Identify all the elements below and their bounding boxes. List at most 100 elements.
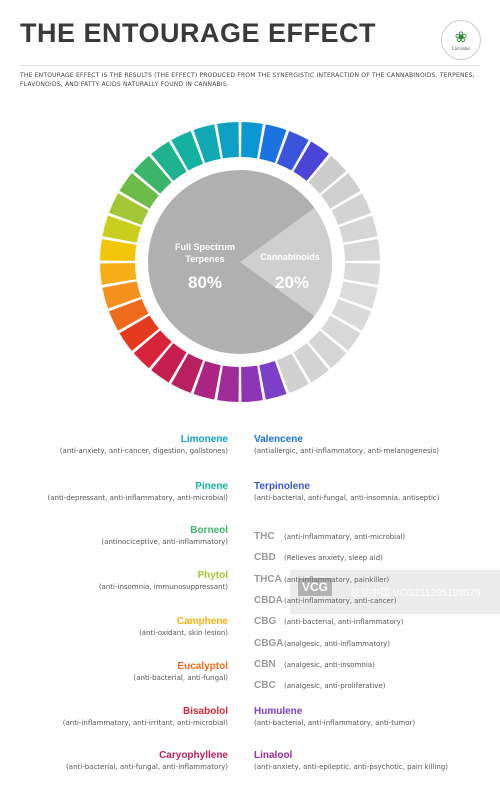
terpene-name: Pinene	[195, 481, 228, 492]
ring-segment	[308, 330, 347, 369]
ring-segment	[119, 315, 159, 351]
terpene-effects: (anti-bacterial, anti-fungal, anti-insom…	[254, 494, 440, 502]
ring-segment	[259, 361, 287, 400]
terpene-item: Caryophyllene (anti-bacterial, anti-funga…	[66, 750, 228, 771]
cannabinoid-effects: (analgesic, anti-proliferative)	[284, 682, 386, 691]
terpene-name: Camphene	[176, 616, 228, 627]
cannabinoid-item: CBD (Relieves anxiety, sleep aid)	[254, 545, 383, 564]
logo-label: Cannabis	[451, 45, 471, 51]
cannabinoids-label: Cannabinoids	[260, 252, 320, 262]
cannabinoid-item: CBGA(analgesic, anti-inflammatory)	[254, 631, 390, 650]
terpenes-value: 80%	[188, 273, 222, 292]
terpene-effects: (anti-insomnia, immunosuppressant)	[98, 583, 228, 591]
cannabinoid-abbr: CBDA	[254, 594, 283, 606]
ring-segment	[308, 155, 347, 194]
cannabinoids-value: 20%	[275, 273, 309, 292]
ring-segment	[293, 141, 329, 181]
ring-segment	[102, 281, 141, 309]
ring-segment	[217, 122, 239, 159]
cannabinoid-effects: (anti-bacterial, anti-inflammatory)	[284, 618, 404, 627]
ring-segment	[151, 343, 187, 383]
watermark-text: 视觉中国 VCG211285198579	[350, 588, 481, 599]
title-divider	[20, 65, 480, 66]
terpene-item: Camphene (anti-oxidant, skin lesion)	[139, 616, 228, 637]
terpene-item: Humulene (anti-bacterial, anti-inflammato…	[254, 706, 415, 727]
ring-segment	[171, 353, 204, 394]
ring-segment	[119, 173, 159, 209]
terpenes-label-line2: Terpenes	[185, 254, 224, 264]
cannabinoid-effects: (Relieves anxiety, sleep aid)	[284, 554, 383, 563]
terpene-name: Bisabolol	[182, 706, 228, 717]
ring-segment	[133, 155, 172, 194]
ring-segment	[339, 215, 378, 243]
terpene-name: Phytol	[197, 570, 228, 581]
ring-segment	[241, 365, 263, 402]
ring-segment	[217, 365, 239, 402]
terpene-item: Pinene (anti-depressant, anti-inflammator…	[48, 481, 228, 502]
ring-segment	[133, 330, 172, 369]
cannabinoid-abbr: CBG	[254, 616, 277, 628]
terpene-effects: (anti-depressant, anti-inflammatory, ant…	[47, 494, 228, 502]
page-title: THE ENTOURAGE EFFECT	[20, 18, 377, 48]
cannabinoid-abbr: CBGA	[254, 637, 284, 649]
terpene-effects: (anti-inflammatory, anti-irritant, anti-…	[62, 719, 228, 727]
terpenes-label-line1: Full Spectrum	[175, 242, 235, 252]
watermark: VCG 视觉中国 VCG211285198579	[290, 570, 500, 614]
cannabinoid-item: THC (anti-inflammatory, anti-microbial)	[254, 524, 405, 543]
entourage-wheel: Full Spectrum Terpenes 80% Cannabinoids …	[100, 122, 380, 402]
ring-segment	[100, 239, 137, 261]
ring-segment	[193, 361, 221, 400]
terpene-name: Valencene	[254, 434, 303, 445]
terpene-name: Terpinolene	[254, 481, 310, 492]
terpene-item: Linalool (anti-anxiety, anti-epileptic, a…	[254, 750, 448, 771]
terpene-name: Humulene	[254, 706, 303, 717]
ring-segment	[171, 130, 204, 171]
terpene-item: Eucalyptol (anti-bacterial, anti-fungal)	[134, 661, 229, 682]
terpene-effects: (antinociceptive, anti-inflammatory)	[101, 538, 228, 546]
terpene-effects: (antiallergic, anti-inflammatory, anti-m…	[254, 447, 440, 455]
terpene-item: Bisabolol (anti-inflammatory, anti-irrita…	[63, 706, 228, 727]
cannabinoid-item: CBN (analgesic, anti-insomnia)	[254, 652, 375, 671]
ring-segment	[108, 193, 149, 226]
ring-segment	[151, 141, 187, 181]
ring-segment	[276, 353, 309, 394]
cannabinoid-item: CBG (anti-bacterial, anti-inflammatory)	[254, 609, 404, 628]
terpene-item: Terpinolene (anti-bacterial, anti-fungal,…	[254, 481, 440, 502]
cannabinoid-item: CBDA(anti-inflammatory, anti-cancer)	[254, 588, 396, 607]
terpene-name: Eucalyptol	[177, 661, 228, 672]
watermark-badge: VCG	[298, 578, 333, 596]
terpene-effects: (anti-oxidant, skin lesion)	[139, 629, 228, 637]
terpene-effects: (anti-anxiety, anti-cancer, digestion, g…	[59, 447, 228, 455]
ring-segment	[108, 298, 149, 331]
terpene-name: Limonene	[180, 434, 228, 445]
terpene-effects: (anti-bacterial, anti-inflammatory, anti…	[254, 719, 416, 727]
cannabis-logo: ❀ Cannabis	[441, 20, 481, 60]
terpene-name: Borneol	[190, 525, 228, 536]
ring-segment	[343, 239, 380, 261]
cannabinoid-abbr: THC	[254, 531, 275, 542]
color-ring	[100, 122, 380, 402]
terpene-effects: (anti-anxiety, anti-epileptic, anti-psyc…	[254, 763, 448, 771]
ring-segment	[193, 124, 221, 163]
cannabinoid-effects: (analgesic, anti-inflammatory)	[284, 639, 391, 648]
ring-segment	[293, 343, 329, 383]
cannabinoid-abbr: THCA	[254, 573, 282, 585]
cannabinoid-effects: (anti-inflammatory, anti-microbial)	[284, 533, 406, 541]
ring-segment	[241, 122, 263, 159]
cannabis-leaf-icon: ❀	[454, 27, 468, 46]
intro-text: The Entourage Effect is the results (the…	[20, 72, 475, 88]
cannabinoid-abbr: CBD	[254, 552, 276, 564]
terpene-effects: (anti-bacterial, anti-fungal, anti-infla…	[66, 763, 228, 771]
terpene-item: Borneol (antinociceptive, anti-inflammato…	[101, 525, 228, 546]
ring-segment	[102, 215, 141, 243]
ring-segment	[343, 263, 380, 285]
terpene-name: Linalool	[254, 750, 293, 761]
cannabinoid-effects: (anti-inflammatory, anti-cancer)	[284, 596, 397, 605]
terpene-effects: (anti-bacterial, anti-fungal)	[133, 674, 229, 682]
cannabinoid-item: CBC (analgesic, anti-proliferative)	[254, 673, 385, 692]
cannabinoid-item: THCA (anti-inflammatory, painkiller)	[254, 567, 389, 586]
ring-segment	[339, 281, 378, 309]
cannabinoid-abbr: CBC	[254, 680, 276, 692]
terpene-item: Limonene (anti-anxiety, anti-cancer, dige…	[60, 434, 228, 455]
ring-segment	[321, 315, 361, 351]
